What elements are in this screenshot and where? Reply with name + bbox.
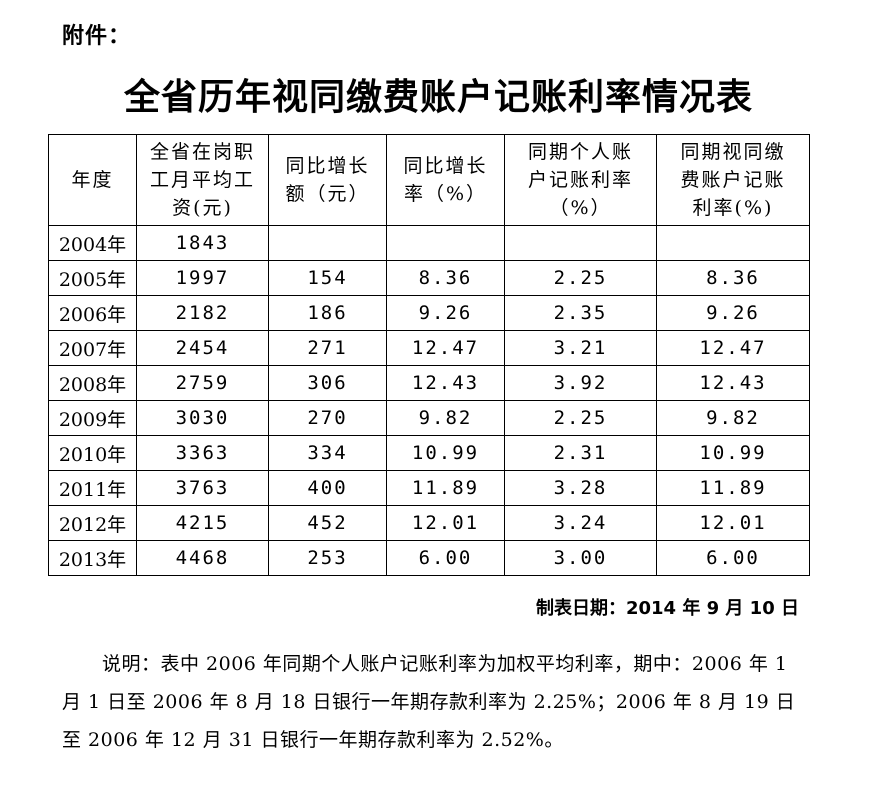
table-row: 2005年 1997 154 8.36 2.25 8.36 bbox=[48, 260, 810, 296]
cell-deemed-rate: 6.00 bbox=[656, 540, 810, 576]
cell-deemed-rate bbox=[656, 225, 810, 261]
cell-avg-wage: 1843 bbox=[136, 225, 269, 261]
attachment-label: 附件： bbox=[62, 24, 132, 49]
header-growth-amount: 同比增长额（元） bbox=[268, 134, 387, 226]
cell-year: 2013年 bbox=[48, 540, 137, 576]
cell-deemed-rate: 11.89 bbox=[656, 470, 810, 506]
explanation-note: 说明：表中 2006 年同期个人账户记账利率为加权平均利率，期中：2006 年 … bbox=[62, 653, 796, 751]
cell-year: 2009年 bbox=[48, 400, 137, 436]
cell-growth-rate: 9.26 bbox=[386, 295, 505, 331]
cell-year: 2008年 bbox=[48, 365, 137, 401]
cell-year: 2007年 bbox=[48, 330, 137, 366]
cell-deemed-rate: 12.01 bbox=[656, 505, 810, 541]
cell-growth-rate: 12.01 bbox=[386, 505, 505, 541]
cell-avg-wage: 3363 bbox=[136, 435, 269, 471]
cell-growth-amount: 271 bbox=[268, 330, 387, 366]
cell-growth-rate: 6.00 bbox=[386, 540, 505, 576]
cell-deemed-rate: 12.43 bbox=[656, 365, 810, 401]
header-avg-wage: 全省在岗职工月平均工资(元) bbox=[136, 134, 269, 226]
cell-growth-rate: 12.43 bbox=[386, 365, 505, 401]
cell-growth-rate: 9.82 bbox=[386, 400, 505, 436]
cell-growth-amount: 452 bbox=[268, 505, 387, 541]
cell-year: 2006年 bbox=[48, 295, 137, 331]
cell-personal-rate: 3.92 bbox=[504, 365, 657, 401]
cell-deemed-rate: 12.47 bbox=[656, 330, 810, 366]
cell-growth-rate: 10.99 bbox=[386, 435, 505, 471]
cell-year: 2012年 bbox=[48, 505, 137, 541]
cell-deemed-rate: 10.99 bbox=[656, 435, 810, 471]
table-row: 2009年 3030 270 9.82 2.25 9.82 bbox=[48, 400, 810, 436]
cell-personal-rate: 2.25 bbox=[504, 260, 657, 296]
table-row: 2010年 3363 334 10.99 2.31 10.99 bbox=[48, 435, 810, 471]
header-year: 年度 bbox=[48, 134, 137, 226]
cell-growth-rate: 11.89 bbox=[386, 470, 505, 506]
header-personal-rate: 同期个人账户记账利率（%） bbox=[504, 134, 657, 226]
cell-personal-rate: 2.31 bbox=[504, 435, 657, 471]
header-growth-rate: 同比增长率（%） bbox=[386, 134, 505, 226]
cell-growth-amount: 186 bbox=[268, 295, 387, 331]
cell-avg-wage: 2759 bbox=[136, 365, 269, 401]
table-header-row: 年度 全省在岗职工月平均工资(元) 同比增长额（元） 同比增长率（%） 同期个人… bbox=[48, 134, 810, 226]
table-row: 2012年 4215 452 12.01 3.24 12.01 bbox=[48, 505, 810, 541]
cell-avg-wage: 2182 bbox=[136, 295, 269, 331]
cell-personal-rate: 3.21 bbox=[504, 330, 657, 366]
cell-growth-amount: 306 bbox=[268, 365, 387, 401]
cell-avg-wage: 2454 bbox=[136, 330, 269, 366]
header-deemed-rate: 同期视同缴费账户记账利率(%) bbox=[656, 134, 810, 226]
cell-avg-wage: 4468 bbox=[136, 540, 269, 576]
cell-year: 2011年 bbox=[48, 470, 137, 506]
cell-growth-amount: 154 bbox=[268, 260, 387, 296]
cell-avg-wage: 4215 bbox=[136, 505, 269, 541]
table-row: 2013年 4468 253 6.00 3.00 6.00 bbox=[48, 540, 810, 576]
cell-growth-amount: 253 bbox=[268, 540, 387, 576]
cell-year: 2004年 bbox=[48, 225, 137, 261]
table-row: 2011年 3763 400 11.89 3.28 11.89 bbox=[48, 470, 810, 506]
cell-personal-rate: 3.24 bbox=[504, 505, 657, 541]
cell-deemed-rate: 9.26 bbox=[656, 295, 810, 331]
cell-personal-rate bbox=[504, 225, 657, 261]
cell-growth-rate: 8.36 bbox=[386, 260, 505, 296]
cell-avg-wage: 3030 bbox=[136, 400, 269, 436]
cell-growth-rate bbox=[386, 225, 505, 261]
table-row: 2008年 2759 306 12.43 3.92 12.43 bbox=[48, 365, 810, 401]
cell-avg-wage: 3763 bbox=[136, 470, 269, 506]
document-title: 全省历年视同缴费账户记账利率情况表 bbox=[123, 76, 753, 118]
cell-personal-rate: 2.35 bbox=[504, 295, 657, 331]
table-row: 2007年 2454 271 12.47 3.21 12.47 bbox=[48, 330, 810, 366]
cell-personal-rate: 3.28 bbox=[504, 470, 657, 506]
cell-growth-amount: 270 bbox=[268, 400, 387, 436]
cell-growth-amount bbox=[268, 225, 387, 261]
cell-personal-rate: 2.25 bbox=[504, 400, 657, 436]
interest-rate-table: 年度 全省在岗职工月平均工资(元) 同比增长额（元） 同比增长率（%） 同期个人… bbox=[48, 134, 810, 576]
cell-avg-wage: 1997 bbox=[136, 260, 269, 296]
table-row: 2004年 1843 bbox=[48, 225, 810, 261]
cell-year: 2010年 bbox=[48, 435, 137, 471]
cell-growth-amount: 334 bbox=[268, 435, 387, 471]
cell-deemed-rate: 9.82 bbox=[656, 400, 810, 436]
cell-year: 2005年 bbox=[48, 260, 137, 296]
table-date: 制表日期：2014 年 9 月 10 日 bbox=[535, 598, 799, 619]
cell-growth-amount: 400 bbox=[268, 470, 387, 506]
cell-growth-rate: 12.47 bbox=[386, 330, 505, 366]
cell-personal-rate: 3.00 bbox=[504, 540, 657, 576]
cell-deemed-rate: 8.36 bbox=[656, 260, 810, 296]
table-row: 2006年 2182 186 9.26 2.35 9.26 bbox=[48, 295, 810, 331]
